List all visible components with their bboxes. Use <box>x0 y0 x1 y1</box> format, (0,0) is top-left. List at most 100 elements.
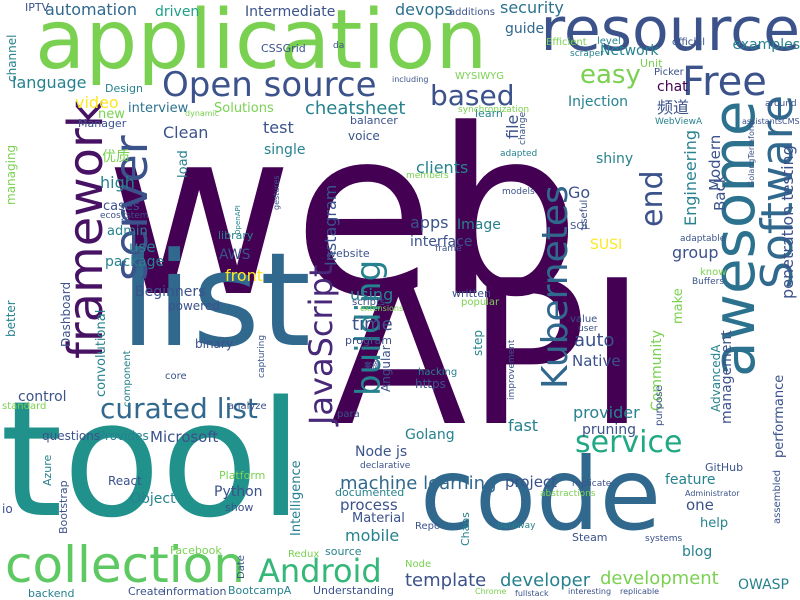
word-open-source: Open source <box>162 65 377 105</box>
word-bootcampa: BootcampA <box>228 584 292 597</box>
word-android: Android <box>258 552 382 590</box>
word-cssgrid: CSSGrid <box>261 42 306 55</box>
word-members: members <box>406 171 449 181</box>
word-redux: Redux <box>288 549 320 560</box>
word-security: security <box>500 0 564 17</box>
word-solutions: Solutions <box>214 101 274 116</box>
word-dynamic: dynamic <box>185 109 220 118</box>
word-template: template <box>405 570 487 591</box>
word-openapi: OpenAPI <box>234 205 242 235</box>
word-popular: popular <box>461 297 500 308</box>
word-object: Object <box>130 491 176 507</box>
word-gestures: gestures <box>272 175 281 210</box>
word-code: code <box>420 436 662 553</box>
word-assistantscms: assistantsCMS <box>742 117 800 126</box>
word-wysiwyg: WYSIWYG <box>455 71 505 82</box>
word-io: io <box>2 502 13 516</box>
word-driven: driven <box>155 4 200 20</box>
word-para: para <box>337 409 360 420</box>
word-hacking: hacking <box>418 367 458 378</box>
word-website: website <box>327 247 370 260</box>
word-written: written <box>452 287 491 300</box>
word-including: including <box>392 75 429 84</box>
word-core: core <box>165 371 187 382</box>
word-date: Date <box>236 555 247 579</box>
word-provider: provider <box>573 403 640 422</box>
word-node: Node <box>405 559 432 570</box>
word-front: front <box>225 266 264 285</box>
word-program: program <box>345 334 392 347</box>
word-clients: clients <box>416 158 469 177</box>
word-one: one <box>686 496 714 514</box>
word-advanceda: AdvancedA <box>709 344 723 412</box>
word-source: source <box>325 545 362 558</box>
word-injection: Injection <box>568 94 629 110</box>
word-mobile: mobile <box>345 526 400 545</box>
word-understanding: Understanding <box>313 584 395 597</box>
word-material: Material <box>352 511 405 526</box>
word-improvement: improvement <box>507 339 517 400</box>
word-package: package <box>105 254 165 270</box>
word-level: level <box>597 36 621 47</box>
word-standard: standard <box>2 401 47 412</box>
word-backend: backend <box>28 587 75 600</box>
word-process: process <box>340 496 398 514</box>
word-managing: managing <box>4 144 18 205</box>
word-web: web <box>105 81 581 348</box>
word-adapted: adapted <box>500 149 538 159</box>
word-machine-learning: machine learning <box>340 473 497 494</box>
word-replicate: replicate <box>572 479 612 489</box>
word-intermediate: Intermediate <box>245 4 336 20</box>
word-capturing: capturing <box>257 334 267 378</box>
word-javascript: JavaScript <box>302 264 340 425</box>
word-purpose: purpose <box>654 385 665 426</box>
word-golang: Golang <box>405 427 455 443</box>
word-high: high <box>100 173 135 192</box>
word-interview: interview <box>128 101 189 116</box>
word-developer: developer <box>500 570 591 591</box>
word-use: use <box>129 238 156 256</box>
word-adaptable: adaptable <box>680 234 726 244</box>
word-scraper: scraper <box>570 49 604 59</box>
word-interface: interface <box>410 234 473 250</box>
word-application: application <box>35 0 488 88</box>
word-abstractions: abstractions <box>540 489 596 499</box>
word-da: da <box>333 41 345 51</box>
word-penetration-testing: penetration testing <box>778 145 797 299</box>
word-案例: 案例 <box>364 361 380 370</box>
word-test: test <box>263 118 294 137</box>
word-facebook: Facebook <box>170 544 222 557</box>
word-gateway: gateway <box>497 521 536 531</box>
word-extensions: extensions <box>360 304 404 313</box>
word-project: project <box>505 473 558 491</box>
word-auto: auto <box>574 330 615 351</box>
word-iptv: IPTV <box>25 1 50 14</box>
word-network: Network <box>600 43 659 59</box>
word-devops: devops <box>395 0 453 19</box>
word-official: official <box>672 37 705 48</box>
word-provides: Provides <box>98 429 149 443</box>
word-microsoft: Microsoft <box>150 428 219 446</box>
word-step: step <box>471 330 485 356</box>
word-golangterraform: GolangTerraform <box>747 120 756 187</box>
word-language: language <box>12 73 87 92</box>
word-buffers: Buffers <box>692 277 725 287</box>
word-guide: guide <box>505 21 545 37</box>
word-node-js: Node js <box>355 444 408 460</box>
word-user: user <box>578 324 598 334</box>
word-python: Python <box>214 484 263 500</box>
word-steam: Steam <box>572 531 608 544</box>
word-aws: AWS <box>219 247 251 263</box>
word-list: list <box>120 224 311 376</box>
word-频道: 频道 <box>657 98 690 117</box>
word-chrome: Chrome <box>475 587 507 596</box>
word-fast: fast <box>508 416 539 435</box>
word-collection: collection <box>5 536 245 594</box>
word-load: load <box>176 150 191 178</box>
word-https: https <box>415 377 446 391</box>
word-kubernetes: Kubernetes <box>535 185 576 389</box>
word-repo: Repo <box>415 521 441 532</box>
word-voice: voice <box>348 129 380 143</box>
word-time: time <box>352 314 393 335</box>
